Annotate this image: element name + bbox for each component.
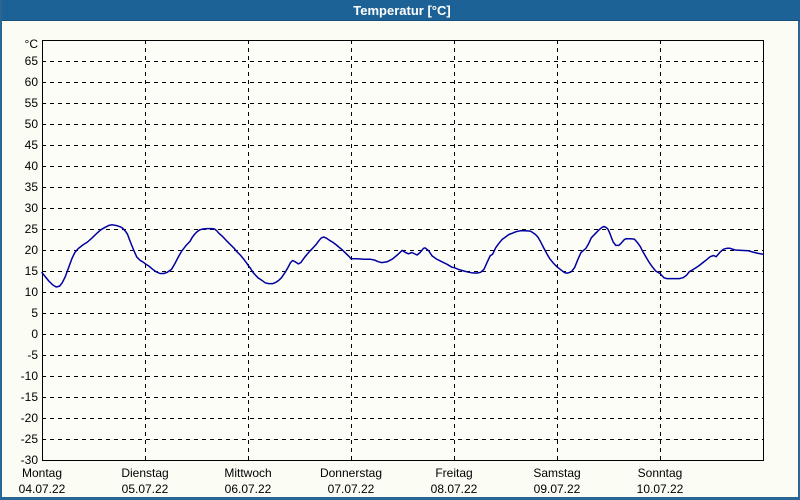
y-tick-label: -10: [21, 369, 39, 383]
x-day-date-label: 04.07.22: [19, 482, 66, 496]
y-tick-label: 10: [25, 285, 39, 299]
y-tick-label: 15: [25, 264, 39, 278]
window-titlebar: Temperatur [°C]: [2, 0, 800, 21]
y-tick-label: -25: [21, 432, 39, 446]
y-tick-label: -15: [21, 390, 39, 404]
y-tick-label: 65: [25, 54, 39, 68]
x-day-weekday-label: Donnerstag: [320, 466, 382, 480]
y-tick-label: 45: [25, 138, 39, 152]
x-day-weekday-label: Freitag: [435, 466, 472, 480]
y-tick-label: 50: [25, 117, 39, 131]
y-axis-unit-label: °C: [25, 37, 39, 51]
x-day-date-label: 06.07.22: [225, 482, 272, 496]
x-day-date-label: 05.07.22: [122, 482, 169, 496]
x-day-date-label: 10.07.22: [637, 482, 684, 496]
window-title: Temperatur [°C]: [353, 2, 451, 18]
y-tick-label: 35: [25, 180, 39, 194]
temperature-series-line: [41, 224, 764, 288]
x-day-weekday-label: Sonntag: [638, 466, 683, 480]
y-tick-label: 20: [25, 243, 39, 257]
y-tick-label: -5: [27, 348, 38, 362]
y-tick-label: -30: [21, 453, 39, 467]
y-tick-label: 25: [25, 222, 39, 236]
x-day-date-label: 08.07.22: [431, 482, 478, 496]
x-day-weekday-label: Samstag: [533, 466, 580, 480]
y-tick-label: -20: [21, 411, 39, 425]
x-day-weekday-label: Mittwoch: [224, 466, 271, 480]
x-day-weekday-label: Montag: [22, 466, 62, 480]
y-tick-label: 30: [25, 201, 39, 215]
x-day-date-label: 07.07.22: [328, 482, 375, 496]
y-tick-label: 55: [25, 96, 39, 110]
y-tick-label: 0: [31, 327, 38, 341]
y-tick-label: 40: [25, 159, 39, 173]
x-day-date-label: 09.07.22: [534, 482, 581, 496]
y-tick-label: 5: [31, 306, 38, 320]
x-day-weekday-label: Dienstag: [121, 466, 168, 480]
y-tick-label: 60: [25, 75, 39, 89]
